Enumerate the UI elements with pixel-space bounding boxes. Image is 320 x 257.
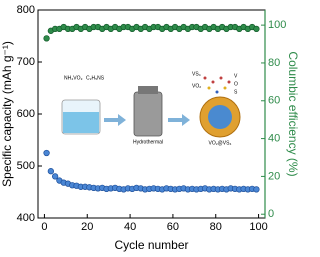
y-tick-label: 600 <box>17 108 35 120</box>
x-tick-label: 60 <box>167 221 179 233</box>
autoclave-cap <box>138 86 158 94</box>
y-tick-label: 800 <box>17 4 35 16</box>
beaker-liquid <box>63 112 99 133</box>
x-tick-label: 80 <box>210 221 222 233</box>
y-tick-label: 700 <box>17 56 35 68</box>
y2-axis-label: Columbic efficiency (%) <box>286 51 300 176</box>
inset-label: O <box>234 81 238 87</box>
data-point <box>51 173 59 180</box>
y-axis-label: Specific capacity (mAh g⁻¹) <box>0 41 14 187</box>
y2-tick-label: 80 <box>268 57 280 69</box>
y-tick-label: 500 <box>17 160 35 172</box>
inset-label: Hydrothermal <box>133 139 163 145</box>
inset-label: S <box>234 89 238 95</box>
inset-label: VS₄ <box>192 71 201 77</box>
y2-tick-label: 20 <box>268 170 280 182</box>
y2-tick-label: 60 <box>268 95 280 107</box>
chart: 0 20 40 60 80 100 400 500 600 700 800 0 20 40 60 80 100 C… <box>0 4 300 252</box>
x-tick-label: 20 <box>81 221 93 233</box>
data-point <box>253 186 260 193</box>
y2-tick-label: 40 <box>268 132 280 144</box>
inset-label: V <box>234 73 238 79</box>
data-point <box>43 35 50 42</box>
inset-label: VO₂ <box>192 83 201 89</box>
inset-label: VO₂@VS₄ <box>209 140 232 146</box>
data-point <box>43 149 50 157</box>
x-tick-label: 0 <box>41 221 47 233</box>
lattice <box>203 76 231 94</box>
inset-diagram <box>61 76 241 138</box>
x-tick-label: 100 <box>249 221 267 233</box>
y-tick-label: 400 <box>17 212 35 224</box>
sphere-core <box>208 105 232 129</box>
y2-tick-label: 0 <box>268 208 274 220</box>
inset-label: C₂H₅NS <box>86 75 105 81</box>
data-point <box>253 25 260 33</box>
y2-tick-label: 100 <box>268 19 286 31</box>
data-point <box>47 168 54 175</box>
arrow <box>104 114 126 126</box>
inset-label: NH₄VO₃ <box>64 75 83 81</box>
x-axis-label: Cycle number <box>114 238 188 252</box>
autoclave <box>133 91 163 137</box>
arrow <box>168 114 190 126</box>
x-tick-label: 40 <box>124 221 136 233</box>
